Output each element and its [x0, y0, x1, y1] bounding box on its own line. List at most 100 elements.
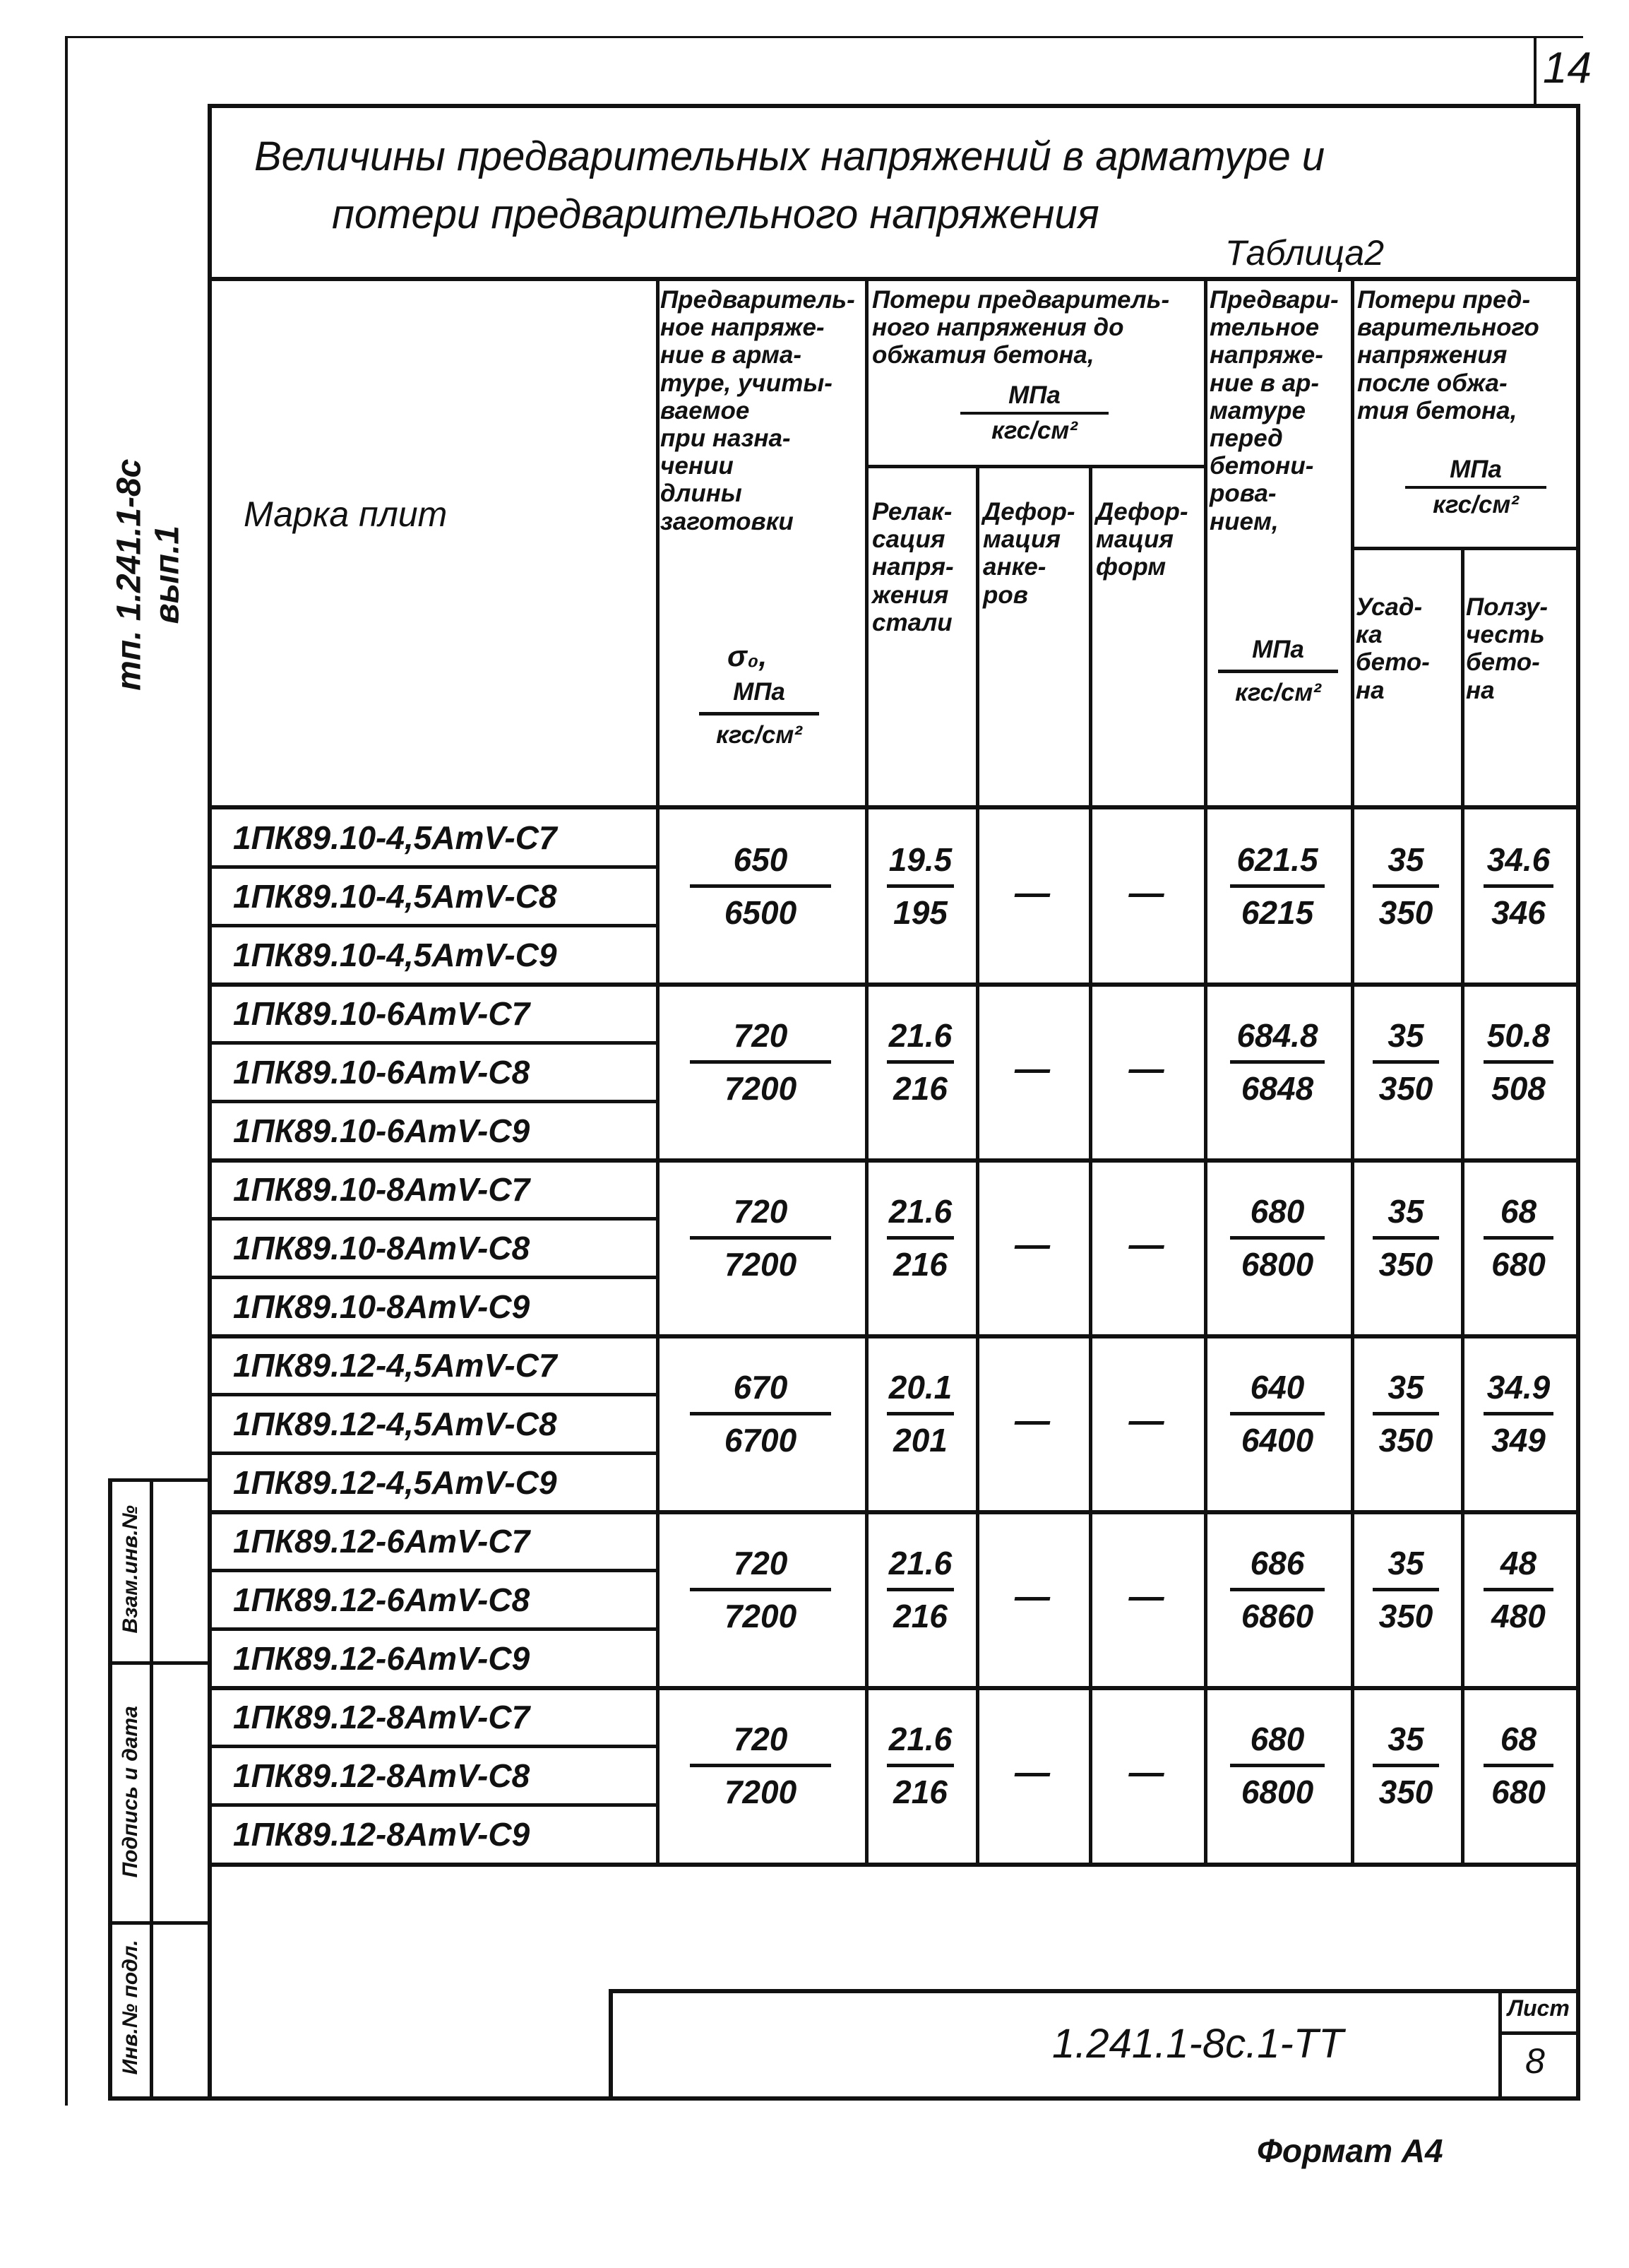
- row-divider: [209, 1745, 656, 1748]
- value-kgf: 346: [1491, 894, 1546, 931]
- value-mpa: 720: [733, 1193, 788, 1230]
- value-kgf: 349: [1491, 1422, 1546, 1459]
- value-kgf: 350: [1378, 1422, 1433, 1459]
- column-divider: [1461, 548, 1464, 1865]
- fraction-bar: [1230, 1060, 1325, 1064]
- row-mark: 1ПК89.10-4,5АтV-С8: [233, 878, 557, 915]
- fraction-bar: [690, 884, 831, 888]
- row-mark: 1ПК89.10-8АтV-С7: [233, 1171, 530, 1208]
- value-before_concreting: 686 6860: [1215, 1544, 1340, 1635]
- value-kgf: 480: [1491, 1598, 1546, 1634]
- value-mpa: 720: [733, 1017, 788, 1054]
- header-prestress-symbol: σ₀,: [727, 639, 768, 672]
- row-divider: [209, 1393, 656, 1396]
- value-mpa: 35: [1388, 841, 1424, 878]
- value-kgf: 216: [893, 1774, 948, 1810]
- value-creep: 68 680: [1472, 1720, 1565, 1811]
- value-mpa: 680: [1250, 1193, 1305, 1230]
- fraction-bar: [1372, 1412, 1440, 1415]
- fraction-bar: [1372, 1764, 1440, 1767]
- value-relaxation: 20.1 201: [876, 1368, 965, 1459]
- row-mark: 1ПК89.12-8АтV-С7: [233, 1699, 530, 1735]
- value-mpa: 35: [1388, 1369, 1424, 1406]
- value-relaxation: 21.6 216: [876, 1016, 965, 1108]
- stamp-sheet-divider: [1498, 2031, 1577, 2035]
- value-kgf: 7200: [724, 1070, 797, 1107]
- header-before-concreting-units: МПа кгс/см²: [1218, 636, 1338, 707]
- row-mark: 1ПК89.10-6АтV-С7: [233, 995, 530, 1032]
- fraction-bar: [1230, 1236, 1325, 1240]
- row-mark: 1ПК89.10-6АтV-С8: [233, 1054, 530, 1091]
- fraction-bar: [1483, 1764, 1554, 1767]
- fraction-bar: [1230, 1764, 1325, 1767]
- value-anchor: —: [1015, 873, 1050, 913]
- value-kgf: 6860: [1241, 1598, 1314, 1634]
- value-shrinkage: 35 350: [1361, 1016, 1450, 1108]
- value-before_concreting: 680 6800: [1215, 1720, 1340, 1811]
- value-anchor: —: [1015, 1225, 1050, 1264]
- value-creep: 34.9 349: [1472, 1368, 1565, 1459]
- value-prestress: 720 7200: [667, 1720, 854, 1811]
- value-prestress: 670 6700: [667, 1368, 854, 1459]
- title-line-2: потери предварительного напряжения: [332, 191, 1099, 237]
- value-kgf: 350: [1378, 1774, 1433, 1810]
- value-form: —: [1128, 873, 1164, 913]
- inner-frame-bottom: [208, 2096, 1580, 2101]
- value-shrinkage: 35 350: [1361, 1544, 1450, 1635]
- value-mpa: 621.5: [1236, 841, 1318, 878]
- value-kgf: 195: [893, 894, 948, 931]
- value-mpa: 720: [733, 1545, 788, 1581]
- fraction-bar: [886, 884, 955, 888]
- table-bottom: [209, 1863, 1579, 1867]
- value-mpa: 34.9: [1486, 1369, 1551, 1406]
- row-divider: [209, 1041, 656, 1045]
- row-mark: 1ПК89.12-6АтV-С7: [233, 1523, 530, 1560]
- value-form: —: [1128, 1401, 1164, 1440]
- value-mpa: 21.6: [888, 1545, 953, 1581]
- value-creep: 68 680: [1472, 1192, 1565, 1283]
- fraction-bar: [690, 1588, 831, 1591]
- row-mark: 1ПК89.10-4,5АтV-С7: [233, 819, 557, 856]
- margin-stamp-div1: [108, 1661, 209, 1665]
- value-kgf: 350: [1378, 1598, 1433, 1634]
- margin-stamp-mid: [150, 1478, 153, 2100]
- value-creep: 34.6 346: [1472, 841, 1565, 932]
- fraction-bar: [1483, 1060, 1554, 1064]
- value-kgf: 680: [1491, 1774, 1546, 1810]
- row-divider: [209, 1451, 656, 1455]
- value-relaxation: 21.6 216: [876, 1544, 965, 1635]
- row-divider: [209, 1627, 656, 1631]
- value-mpa: 720: [733, 1721, 788, 1757]
- fraction-bar: [1372, 1236, 1440, 1240]
- column-divider: [1204, 277, 1207, 1865]
- value-anchor: —: [1015, 1752, 1050, 1792]
- side-code: тп. 1.241.1-8с вып.1: [110, 458, 186, 691]
- value-kgf: 201: [893, 1422, 948, 1459]
- fraction-bar: [886, 1412, 955, 1415]
- row-divider: [209, 1100, 656, 1103]
- value-kgf: 6700: [724, 1422, 797, 1459]
- value-mpa: 21.6: [888, 1193, 953, 1230]
- row-mark: 1ПК89.10-6АтV-С9: [233, 1112, 530, 1149]
- value-kgf: 6215: [1241, 894, 1314, 931]
- value-form: —: [1128, 1752, 1164, 1792]
- fraction-bar: [1230, 884, 1325, 888]
- value-kgf: 7200: [724, 1246, 797, 1283]
- value-kgf: 7200: [724, 1774, 797, 1810]
- column-divider: [656, 277, 660, 1865]
- header-prestress-units: МПа кгс/см²: [699, 678, 819, 749]
- value-mpa: 650: [733, 841, 788, 878]
- value-mpa: 684.8: [1236, 1017, 1318, 1054]
- table-top: [209, 277, 1579, 281]
- value-kgf: 350: [1378, 1246, 1433, 1283]
- row-mark: 1ПК89.12-8АтV-С8: [233, 1757, 530, 1794]
- value-kgf: 216: [893, 1070, 948, 1107]
- value-mpa: 19.5: [888, 841, 953, 878]
- value-before_concreting: 684.8 6848: [1215, 1016, 1340, 1108]
- value-mpa: 68: [1500, 1193, 1537, 1230]
- value-mpa: 68: [1500, 1721, 1537, 1757]
- fraction-bar: [690, 1412, 831, 1415]
- value-mpa: 21.6: [888, 1721, 953, 1757]
- fraction-bar: [1483, 1236, 1554, 1240]
- value-mpa: 34.6: [1486, 841, 1551, 878]
